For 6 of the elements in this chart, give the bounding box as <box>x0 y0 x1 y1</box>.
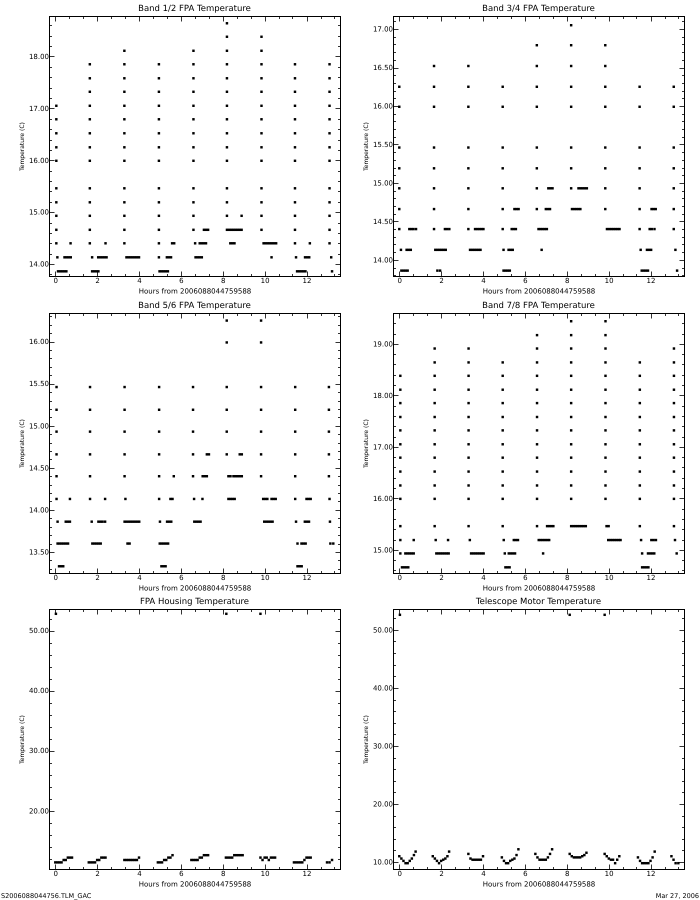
chart-title: Telescope Motor Temperature <box>474 597 602 608</box>
chart-title: FPA Housing Temperature <box>140 597 250 608</box>
chart-title: Band 1/2 FPA Temperature <box>138 4 251 14</box>
chart-title: Band 7/8 FPA Temperature <box>482 301 595 312</box>
chart-title: Band 3/4 FPA Temperature <box>482 4 595 14</box>
chart-title: Band 5/6 FPA Temperature <box>138 300 251 311</box>
